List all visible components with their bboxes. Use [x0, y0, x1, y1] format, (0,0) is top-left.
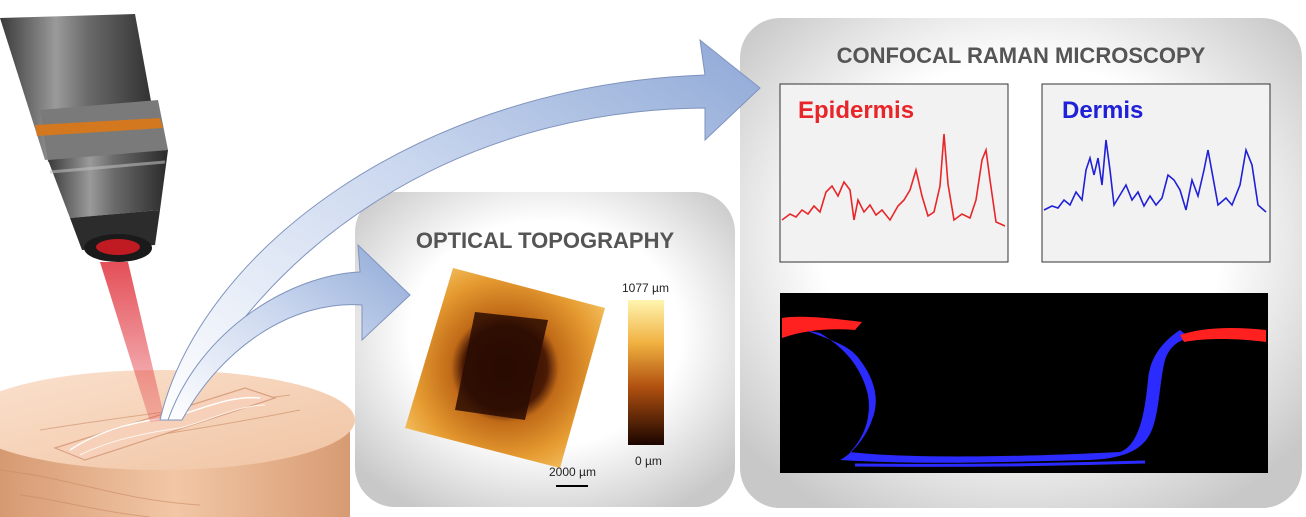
dermis-spectrum-box	[1041, 83, 1271, 263]
dermis-spectrum	[1043, 139, 1267, 213]
microscope-objective-icon	[0, 14, 168, 262]
colorbar-max-label: 1077 µm	[622, 281, 669, 295]
epidermis-spectrum	[781, 133, 1006, 227]
raman-title: CONFOCAL RAMAN MICROSCOPY	[837, 43, 1206, 68]
colorbar-min-label: 0 µm	[635, 454, 662, 468]
arrow-icon	[159, 38, 761, 421]
scalebar-label: 2000 µm	[549, 465, 596, 479]
dermis-label: Dermis	[1062, 97, 1143, 124]
colorbar	[628, 300, 664, 445]
epidermis-label: Epidermis	[798, 97, 914, 124]
topography-image	[405, 268, 605, 468]
laser-beam-icon	[100, 262, 165, 422]
raman-map-tissue	[782, 316, 1266, 467]
epidermis-spectrum-box	[779, 83, 1009, 263]
topography-title: OPTICAL TOPOGRAPHY	[416, 228, 675, 253]
raman-map	[780, 293, 1268, 473]
